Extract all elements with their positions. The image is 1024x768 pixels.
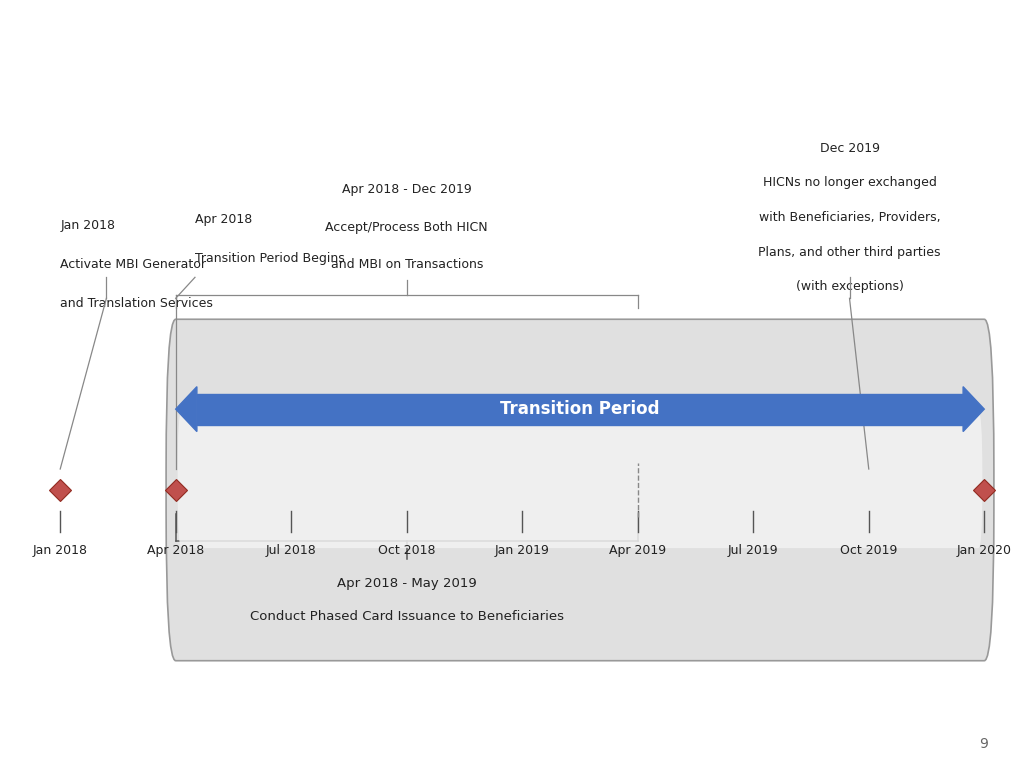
Text: with Beneficiaries, Providers,: with Beneficiaries, Providers,	[759, 211, 940, 224]
Text: Conduct Phased Card Issuance to Beneficiaries: Conduct Phased Card Issuance to Benefici…	[250, 610, 564, 623]
Text: Apr 2018 - Dec 2019: Apr 2018 - Dec 2019	[342, 184, 472, 197]
FancyArrow shape	[176, 386, 197, 432]
Text: Apr 2018 - May 2019: Apr 2018 - May 2019	[337, 577, 476, 590]
Text: Apr 2019: Apr 2019	[609, 544, 667, 557]
FancyArrow shape	[197, 393, 964, 425]
Text: HICNs no longer exchanged: HICNs no longer exchanged	[763, 177, 936, 189]
Text: and Translation Services: and Translation Services	[60, 297, 213, 310]
FancyBboxPatch shape	[177, 412, 982, 548]
Text: MBI Generation and Transition Period: MBI Generation and Transition Period	[162, 34, 862, 68]
Text: 9: 9	[979, 737, 988, 751]
Text: (with exceptions): (with exceptions)	[796, 280, 903, 293]
Text: Jan 2018: Jan 2018	[60, 220, 116, 233]
Text: Activate MBI Generator: Activate MBI Generator	[60, 258, 206, 271]
Text: Oct 2018: Oct 2018	[378, 544, 435, 557]
Text: Jan 2018: Jan 2018	[33, 544, 88, 557]
Text: Plans, and other third parties: Plans, and other third parties	[758, 246, 941, 259]
Text: Jan 2019: Jan 2019	[495, 544, 550, 557]
Text: Jul 2018: Jul 2018	[266, 544, 316, 557]
FancyBboxPatch shape	[166, 319, 994, 660]
Text: Dec 2019: Dec 2019	[819, 141, 880, 154]
Text: Accept/Process Both HICN: Accept/Process Both HICN	[326, 220, 488, 233]
Text: Jul 2019: Jul 2019	[728, 544, 778, 557]
Text: Transition Period: Transition Period	[501, 400, 659, 418]
FancyArrow shape	[964, 386, 984, 432]
Text: Oct 2019: Oct 2019	[840, 544, 897, 557]
Text: Transition Period Begins: Transition Period Begins	[195, 253, 345, 265]
Text: and MBI on Transactions: and MBI on Transactions	[331, 258, 483, 271]
Text: Apr 2018: Apr 2018	[195, 214, 252, 227]
Text: Apr 2018: Apr 2018	[147, 544, 205, 557]
Text: Jan 2020: Jan 2020	[956, 544, 1012, 557]
